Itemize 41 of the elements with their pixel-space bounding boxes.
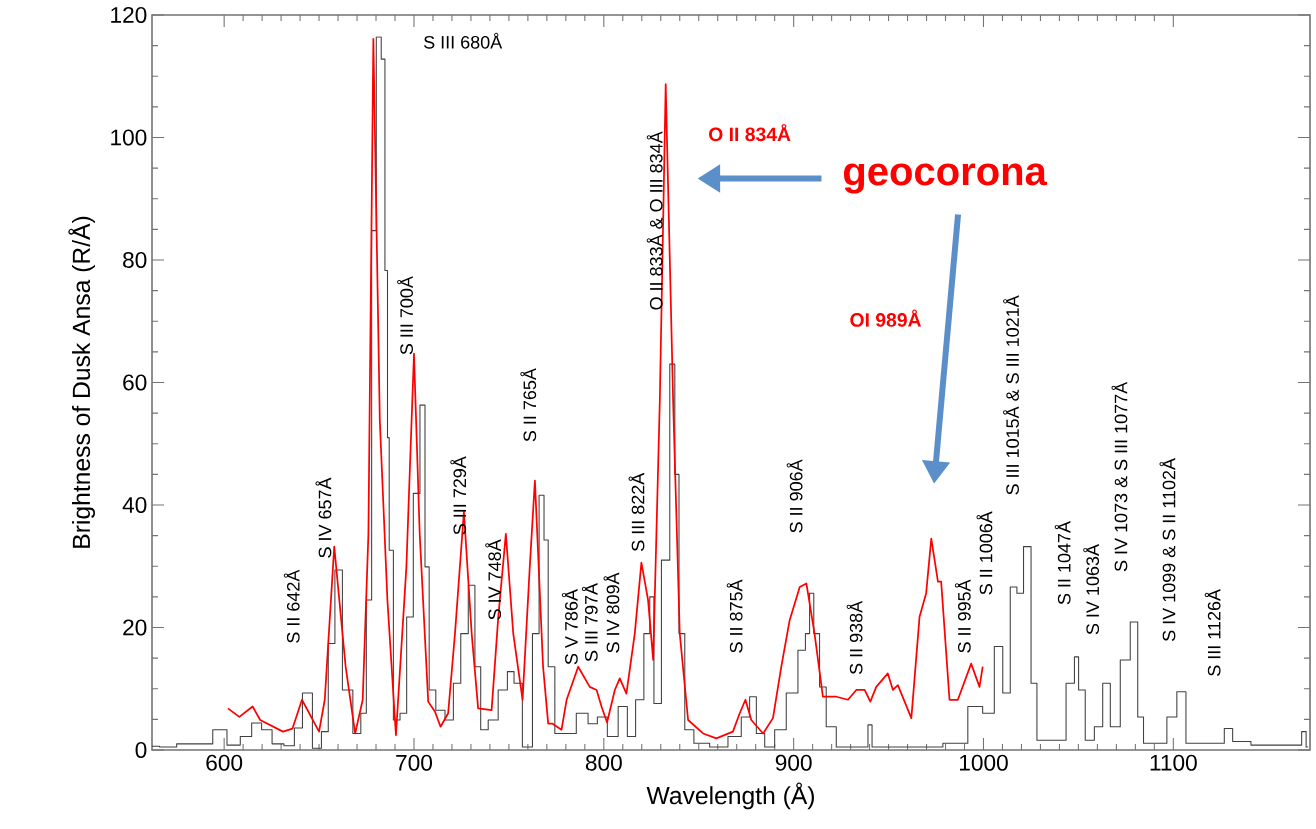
y-tick-label: 0 — [135, 741, 147, 759]
annotation: S IV 1063Å — [1083, 544, 1100, 635]
x-tick-label: 600 — [206, 754, 243, 771]
x-axis-title: Wavelength (Å) — [646, 782, 814, 810]
y-tick-label: 100 — [111, 129, 147, 146]
annotation: S III 700Å — [397, 276, 413, 355]
annotation: S III 680Å — [423, 32, 503, 49]
y-tick-label: 80 — [123, 251, 147, 269]
annotation: S II 765Å — [520, 368, 537, 442]
annotation: S II 938Å — [846, 600, 863, 675]
y-tick-label: 120 — [111, 6, 147, 24]
annotation: S IV 809Å — [603, 572, 620, 653]
annotation: OI 989Å — [850, 309, 922, 327]
annotation: O II 833Å & O III 834Å — [646, 131, 663, 310]
x-tick-label: 800 — [585, 754, 622, 771]
annotation: S III 1126Å — [1204, 589, 1221, 676]
annotation: S V 786Å — [561, 589, 578, 665]
annotation: S III 822Å — [628, 472, 645, 551]
annotation: geocorona — [843, 163, 1048, 194]
x-tick-label: 900 — [775, 754, 812, 771]
x-tick-label: 700 — [396, 754, 433, 771]
annotation: O II 834Å — [709, 123, 791, 142]
x-tick-label: 1100 — [1150, 754, 1197, 771]
annotation: S II 906Å — [786, 459, 803, 533]
y-tick-label: 60 — [123, 374, 147, 391]
annotation: S III 729Å — [450, 456, 467, 535]
annotation: S III 797Å — [581, 583, 598, 662]
annotation: S IV 1073 & S III 1077Å — [1111, 381, 1128, 572]
annotation: S II 1006Å — [976, 511, 993, 595]
annotation: S II 995Å — [954, 579, 971, 653]
y-tick-label: 40 — [122, 496, 147, 514]
annotation: S IV 657Å — [315, 477, 332, 558]
x-tick-label: 1000 — [960, 754, 1008, 771]
annotation: S II 875Å — [726, 579, 743, 653]
y-tick-label: 20 — [123, 619, 147, 636]
annotation: S III 1015Å & S III 1021Å — [1003, 295, 1019, 495]
annotation: S II 1047Å — [1054, 521, 1071, 605]
annotation: S IV 1099 & S II 1102Å — [1159, 458, 1176, 642]
annotation: S IV 748Å — [485, 539, 502, 620]
y-axis-title: Brightness of Dusk Ansa (R/Å) — [68, 216, 95, 548]
annotation: S II 642Å — [283, 569, 300, 643]
